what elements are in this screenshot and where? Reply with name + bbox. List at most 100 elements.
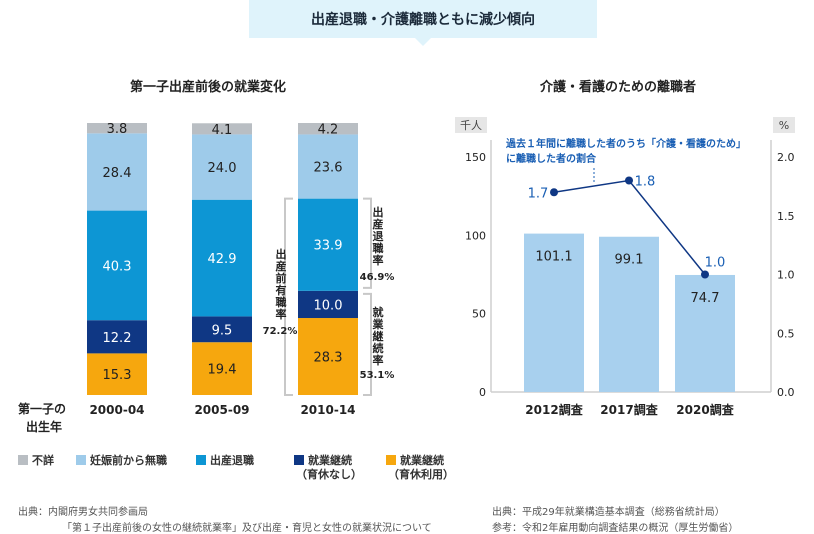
- bracket-employed: [284, 197, 293, 396]
- right-unit-label: %: [779, 119, 789, 132]
- bar-segment: [87, 353, 147, 395]
- x-tick-label: 2017調査: [600, 402, 658, 417]
- legend-item-quit: 出産退職: [196, 454, 254, 468]
- bar-segment: [298, 134, 358, 199]
- bar: [675, 274, 735, 392]
- bracket-continue: [363, 292, 372, 396]
- bar-value-label: 40.3: [103, 259, 132, 274]
- bar-segment: [298, 123, 358, 135]
- right-y-tick-label: 2.0: [777, 151, 795, 164]
- legend-label: 不詳: [32, 454, 54, 467]
- right-unit-box: [773, 117, 795, 133]
- legend-swatch: [76, 455, 86, 465]
- bar-value-label: 12.2: [103, 331, 132, 346]
- bar-value-label: 74.7: [691, 291, 720, 306]
- bar-segment: [298, 318, 358, 395]
- bar-value-label: 42.9: [208, 252, 237, 267]
- bar-value-label: 19.4: [208, 363, 237, 378]
- rate-value-label: 1.0: [705, 256, 726, 271]
- right-y-tick-label: 0.0: [777, 386, 795, 399]
- line-legend-text-1: 過去１年間に離職した者のうち「介護・看護のため」: [505, 137, 746, 150]
- rate-point: [625, 176, 633, 185]
- left-unit-label: 千人: [460, 119, 482, 132]
- left-y-tick-label: 0: [479, 386, 486, 399]
- bar-segment: [87, 133, 147, 211]
- legend-item-continue-no-leave: 就業継続 （育休なし）: [294, 454, 362, 482]
- left-y-tick-label: 100: [465, 229, 486, 242]
- legend-item-continue-with-leave: 就業継続 （育休利用）: [386, 454, 454, 482]
- bar-value-label: 15.3: [103, 368, 132, 383]
- right-source-line-2: 参考：令和2年雇用動向調査結果の概況（厚生労働省）: [492, 523, 739, 534]
- bar-value-label: 4.1: [212, 123, 233, 138]
- x-tick-label: 2010-14: [300, 403, 355, 417]
- legend-swatch: [386, 455, 396, 465]
- legend-sublabel: （育休利用）: [388, 468, 454, 481]
- legend-swatch: [196, 455, 206, 465]
- bar-value-label: 28.3: [314, 351, 343, 366]
- bar-value-label: 24.0: [208, 161, 237, 176]
- rate-point: [701, 270, 709, 279]
- right-y-tick-label: 0.5: [777, 327, 795, 340]
- legend-label: 出産退職: [210, 454, 254, 467]
- rate-point: [550, 188, 558, 197]
- annotation-employed-label: 出産前有職率: [276, 247, 287, 321]
- annotation-continue-label: 就業継続率: [372, 305, 385, 367]
- bar: [524, 233, 584, 392]
- bar-value-label: 28.4: [103, 166, 132, 181]
- legend-sublabel: （育休なし）: [296, 468, 362, 481]
- bracket-quit: [363, 197, 372, 289]
- legend-swatch: [294, 455, 304, 465]
- right-source-line-1: 出典：平成29年就業構造基本調査（総務省統計局）: [492, 507, 725, 518]
- bar-segment: [87, 123, 147, 134]
- bar-segment: [87, 210, 147, 321]
- annotation-continue-value: 53.1%: [360, 370, 395, 381]
- bar-value-label: 3.8: [107, 122, 128, 137]
- left-y-tick-label: 150: [465, 151, 486, 164]
- left-y-tick-label: 50: [472, 308, 486, 321]
- left-chart-title: 第一子出産前後の就業変化: [130, 80, 287, 95]
- bar: [599, 236, 659, 392]
- header-banner: 出産退職・介護離職ともに減少傾向: [249, 0, 597, 38]
- rate-value-label: 1.7: [528, 186, 549, 201]
- left-source-line-2: 「第１子出産前後の女性の継続就業率」及び出産・育児と女性の就業状況について: [62, 523, 432, 534]
- bar-segment: [87, 320, 147, 354]
- bar-value-label: 33.9: [314, 239, 343, 254]
- bar-segment: [192, 199, 252, 317]
- right-y-tick-label: 1.0: [777, 269, 795, 282]
- legend-label: 就業継続: [400, 454, 444, 467]
- bar-segment: [298, 198, 358, 291]
- bar-segment: [192, 342, 252, 395]
- header-banner-pointer: [415, 38, 431, 46]
- bar-value-label: 101.1: [535, 250, 572, 265]
- annotation-employed-value: 72.2%: [263, 326, 298, 337]
- legend-swatch: [18, 455, 28, 465]
- bar-segment: [192, 316, 252, 343]
- x-tick-label: 2005-09: [194, 403, 249, 417]
- row-label-1: 第一子の: [18, 401, 66, 416]
- bar-segment: [192, 123, 252, 135]
- bar-value-label: 10.0: [314, 298, 343, 313]
- annotation-quit-label: 出産退職率: [373, 205, 384, 267]
- legend-label: 妊娠前から無職: [90, 454, 167, 467]
- x-tick-label: 2000-04: [89, 403, 144, 417]
- row-label-2: 出生年: [26, 419, 62, 434]
- bar-value-label: 9.5: [212, 323, 233, 338]
- annotation-quit-value: 46.9%: [360, 272, 395, 283]
- legend-item-unknown: 不詳: [18, 454, 54, 468]
- bar-value-label: 99.1: [615, 253, 644, 268]
- bar-value-label: 4.2: [318, 123, 339, 138]
- bar-value-label: 23.6: [314, 161, 343, 176]
- left-unit-box: [455, 117, 487, 133]
- right-chart-title: 介護・看護のための離職者: [540, 80, 697, 95]
- line-legend-text-2: に離職した者の割合: [506, 152, 597, 165]
- rate-value-label: 1.8: [635, 175, 656, 190]
- legend-label: 就業継続: [308, 454, 352, 467]
- x-tick-label: 2020調査: [676, 402, 734, 417]
- x-tick-label: 2012調査: [525, 402, 583, 417]
- left-chart-legend: 不詳 妊娠前から無職 出産退職 就業継続 （育休なし） 就業継続 （育休利用）: [18, 454, 478, 490]
- right-y-tick-label: 1.5: [777, 210, 795, 223]
- bar-segment: [192, 134, 252, 200]
- header-title: 出産退職・介護離職ともに減少傾向: [311, 12, 535, 28]
- bar-segment: [298, 290, 358, 319]
